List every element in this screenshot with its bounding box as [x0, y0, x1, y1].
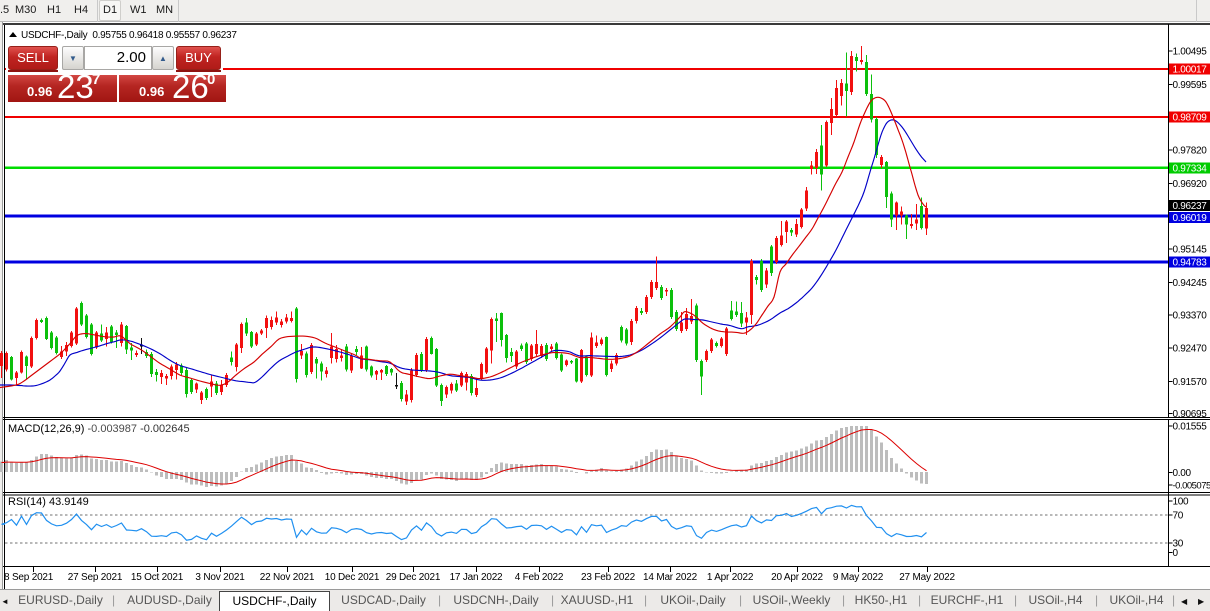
svg-text:0.90695: 0.90695 — [1173, 409, 1208, 419]
svg-text:0.93370: 0.93370 — [1173, 311, 1208, 322]
svg-text:0.94245: 0.94245 — [1173, 278, 1208, 289]
svg-text:17 Jan 2022: 17 Jan 2022 — [450, 572, 503, 583]
svg-text:0: 0 — [1173, 548, 1179, 559]
svg-text:15 Oct 2021: 15 Oct 2021 — [131, 572, 184, 583]
svg-text:0.98709: 0.98709 — [1173, 113, 1208, 124]
svg-text:29 Dec 2021: 29 Dec 2021 — [386, 572, 441, 583]
svg-text:14 Mar 2022: 14 Mar 2022 — [643, 572, 698, 583]
svg-text:0.94783: 0.94783 — [1173, 258, 1208, 269]
svg-text:23 Feb 2022: 23 Feb 2022 — [581, 572, 636, 583]
svg-text:27 May 2022: 27 May 2022 — [899, 572, 955, 583]
svg-text:0.97334: 0.97334 — [1173, 164, 1208, 175]
svg-text:8 Sep 2021: 8 Sep 2021 — [4, 572, 54, 583]
svg-text:9 May 2022: 9 May 2022 — [833, 572, 884, 583]
svg-text:1.00495: 1.00495 — [1173, 47, 1208, 58]
svg-text:22 Nov 2021: 22 Nov 2021 — [260, 572, 315, 583]
svg-text:1 Apr 2022: 1 Apr 2022 — [707, 572, 754, 583]
svg-text:27 Sep 2021: 27 Sep 2021 — [68, 572, 123, 583]
svg-text:3 Nov 2021: 3 Nov 2021 — [195, 572, 245, 583]
svg-text:70: 70 — [1173, 511, 1184, 522]
svg-text:0.96019: 0.96019 — [1173, 213, 1208, 224]
svg-text:0.99595: 0.99595 — [1173, 80, 1208, 91]
svg-text:4 Feb 2022: 4 Feb 2022 — [515, 572, 564, 583]
svg-text:10 Dec 2021: 10 Dec 2021 — [325, 572, 380, 583]
svg-text:0.92470: 0.92470 — [1173, 344, 1208, 355]
svg-text:0.91570: 0.91570 — [1173, 377, 1208, 388]
svg-text:0.95145: 0.95145 — [1173, 245, 1208, 256]
svg-text:0.97820: 0.97820 — [1173, 146, 1208, 157]
svg-text:-0.005075: -0.005075 — [1173, 480, 1210, 491]
svg-text:20 Apr 2022: 20 Apr 2022 — [771, 572, 823, 583]
svg-text:0.96920: 0.96920 — [1173, 179, 1208, 190]
svg-text:0.00: 0.00 — [1173, 468, 1192, 479]
svg-text:30: 30 — [1173, 539, 1184, 550]
svg-text:0.96237: 0.96237 — [1173, 201, 1208, 212]
svg-text:0.01555: 0.01555 — [1173, 422, 1208, 433]
svg-text:100: 100 — [1173, 497, 1190, 508]
svg-text:1.00017: 1.00017 — [1173, 64, 1208, 75]
